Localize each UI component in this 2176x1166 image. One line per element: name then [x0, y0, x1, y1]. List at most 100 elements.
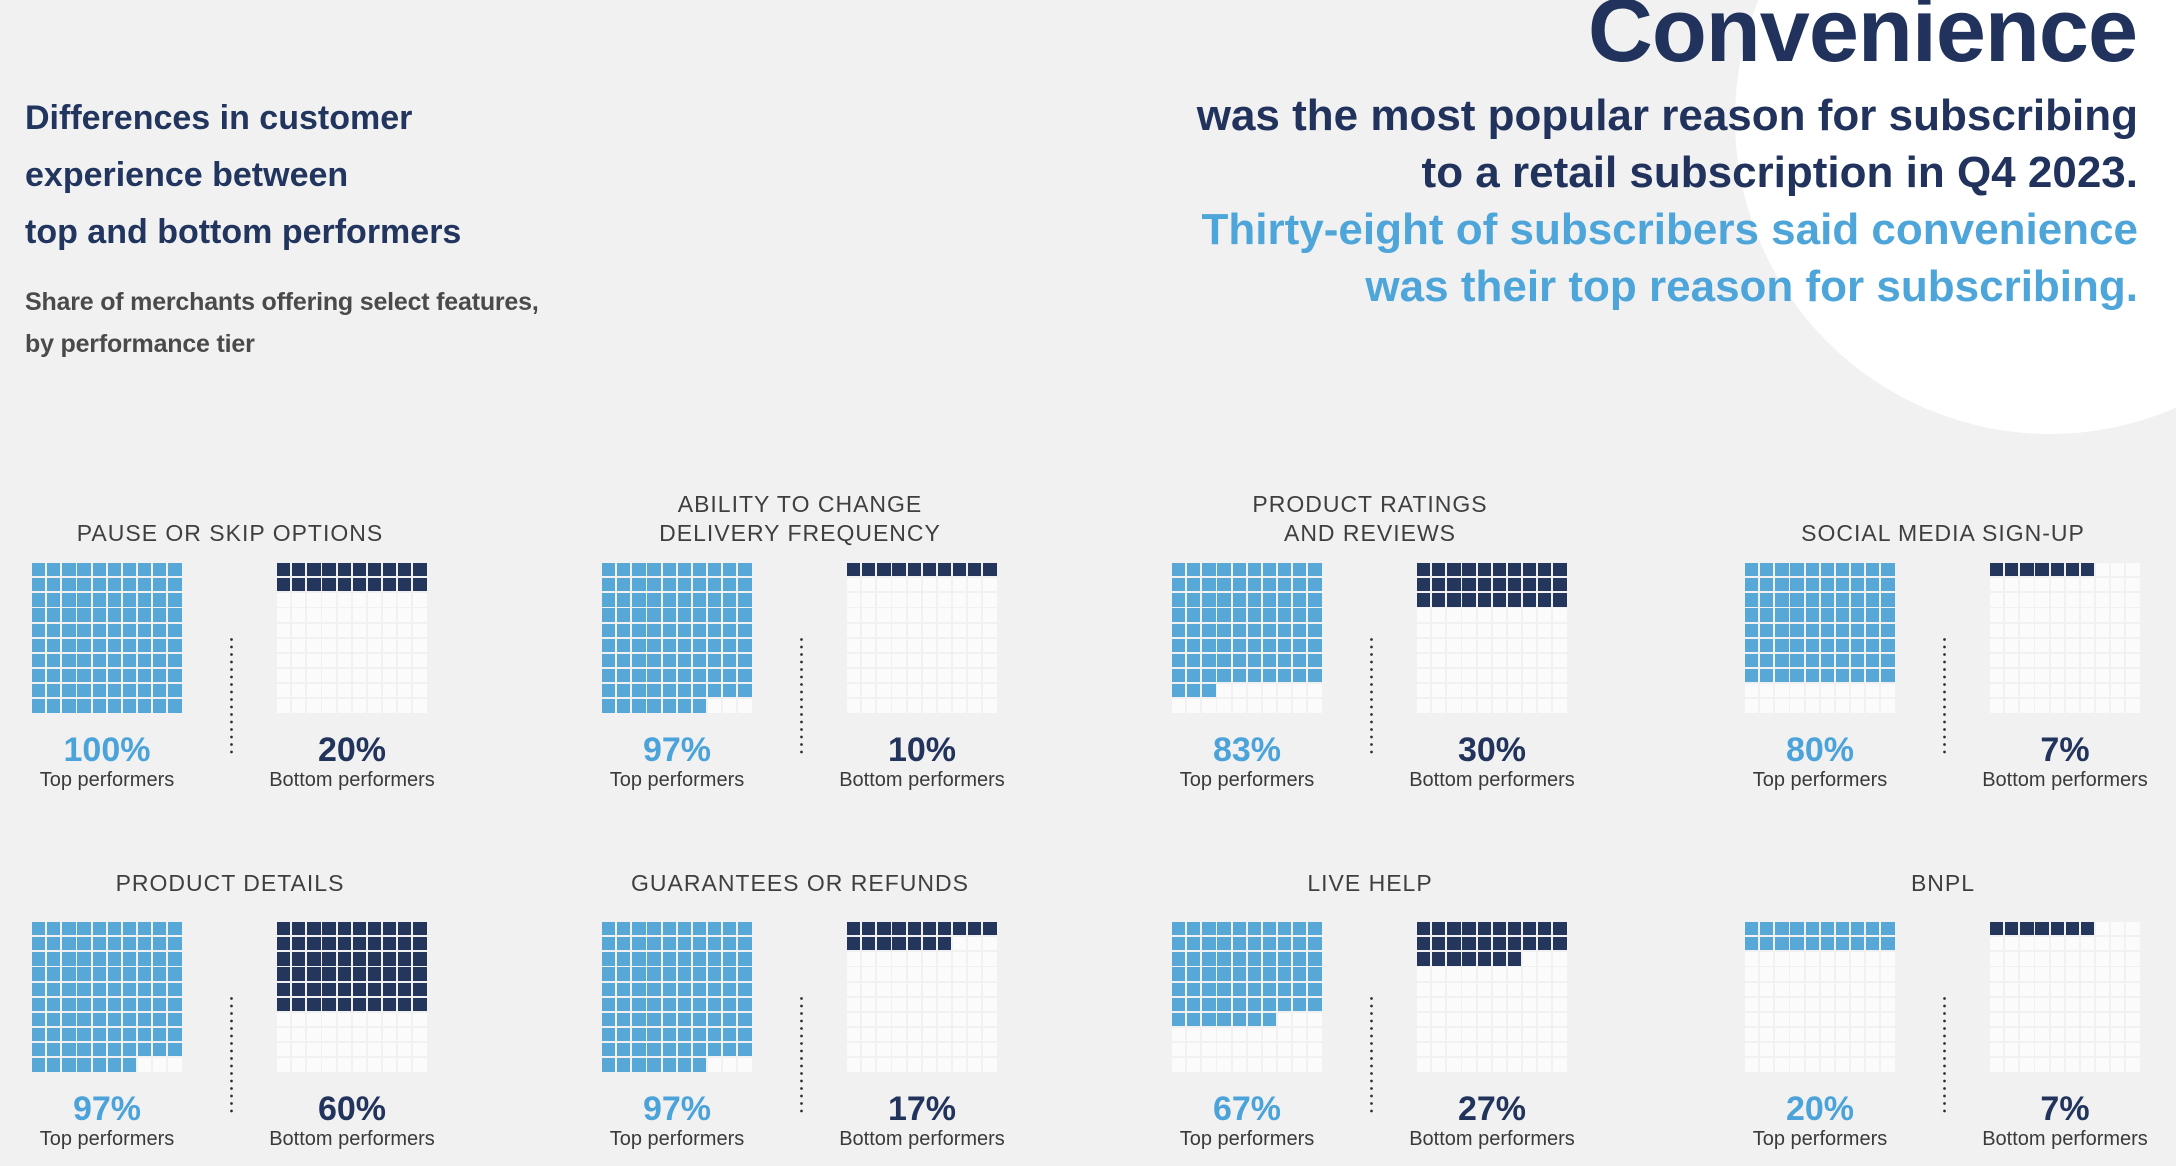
- waffle-cell: [738, 699, 752, 713]
- waffle-cell: [2005, 922, 2019, 936]
- chart-title-line: PAUSE OR SKIP OPTIONS: [76, 520, 384, 546]
- waffle-cell: [647, 684, 661, 698]
- waffle-cell: [367, 623, 382, 637]
- waffle-cell: [1447, 638, 1461, 652]
- waffle-cell: [122, 1012, 137, 1027]
- waffle-cell: [168, 653, 182, 668]
- page-subtitle: Share of merchants offering select featu…: [25, 281, 539, 365]
- waffle-cell: [1492, 982, 1506, 996]
- waffle-cell: [62, 1012, 76, 1027]
- waffle-cell: [337, 699, 351, 713]
- waffle-cell: [862, 982, 876, 996]
- waffle-cell: [2035, 653, 2049, 668]
- waffle-cell: [1775, 937, 1789, 951]
- waffle-cell: [153, 1012, 167, 1027]
- waffle-cell: [952, 653, 967, 668]
- waffle-cell: [1805, 578, 1819, 592]
- waffle-cell: [922, 578, 936, 592]
- waffle-cell: [1187, 699, 1201, 713]
- waffle-cell: [862, 1058, 876, 1072]
- waffle-cell: [1881, 563, 1895, 577]
- waffle-cell: [47, 952, 61, 966]
- waffle-cell: [107, 623, 121, 637]
- waffle-top-performers: [32, 922, 182, 1072]
- waffle-cell: [2095, 1043, 2110, 1057]
- waffle-top-performers: [1745, 563, 1895, 713]
- waffle-cell: [1417, 699, 1431, 713]
- waffle-cell: [892, 1012, 906, 1027]
- waffle-cell: [707, 937, 722, 951]
- waffle-cell: [1462, 668, 1476, 683]
- waffle-cell: [1477, 1027, 1491, 1042]
- waffle-cell: [1172, 668, 1186, 683]
- waffle-cell: [1881, 1058, 1895, 1072]
- waffle-cell: [1507, 1027, 1522, 1042]
- waffle-cell: [1492, 593, 1506, 607]
- waffle-cell: [1293, 982, 1307, 996]
- waffle-cell: [1462, 623, 1476, 637]
- waffle-cell: [367, 684, 382, 698]
- waffle-cell: [1850, 922, 1865, 936]
- waffle-cell: [922, 952, 936, 966]
- waffle-cell: [1232, 578, 1246, 592]
- waffle-cell: [2126, 922, 2140, 936]
- waffle-cell: [1805, 982, 1819, 996]
- waffle-cell: [322, 922, 336, 936]
- waffle-cell: [277, 997, 291, 1011]
- waffle-cell: [153, 952, 167, 966]
- waffle-cell: [602, 1058, 616, 1072]
- waffle-cell: [707, 1012, 722, 1027]
- waffle-cell: [1262, 1058, 1277, 1072]
- unit-bottom-performers-pause-or-skip-options: 20% Bottom performers: [269, 563, 435, 792]
- waffle-cell: [968, 638, 982, 652]
- waffle-cell: [137, 952, 152, 966]
- waffle-cell: [1850, 623, 1865, 637]
- waffle-cell: [2111, 937, 2125, 951]
- waffle-cell: [1232, 608, 1246, 622]
- waffle-cell: [692, 952, 707, 966]
- waffle-cell: [1432, 922, 1446, 936]
- waffle-cell: [1805, 1058, 1819, 1072]
- waffle-cell: [677, 997, 691, 1011]
- waffle-cell: [1492, 699, 1506, 713]
- waffle-cell: [352, 1058, 366, 1072]
- waffle-cell: [168, 668, 182, 683]
- waffle-cell: [677, 684, 691, 698]
- waffle-cell: [647, 593, 661, 607]
- waffle-cell: [1462, 653, 1476, 668]
- waffle-cell: [952, 699, 967, 713]
- waffle-cell: [2050, 668, 2064, 683]
- waffle-cell: [907, 997, 921, 1011]
- waffle-cell: [413, 1043, 427, 1057]
- waffle-cell: [1492, 623, 1506, 637]
- waffle-cell: [2111, 563, 2125, 577]
- waffle-cell: [738, 1027, 752, 1042]
- waffle-cell: [1477, 699, 1491, 713]
- waffle-cell: [1881, 937, 1895, 951]
- waffle-cell: [1507, 922, 1522, 936]
- waffle-cell: [322, 1012, 336, 1027]
- waffle-cell: [153, 684, 167, 698]
- waffle-cell: [2020, 1027, 2034, 1042]
- waffle-cell: [1447, 593, 1461, 607]
- waffle-cell: [137, 1043, 152, 1057]
- waffle-cell: [937, 638, 952, 652]
- waffle-cell: [1745, 1027, 1759, 1042]
- waffle-cell: [307, 608, 321, 622]
- waffle-cell: [2126, 684, 2140, 698]
- waffle-cell: [1866, 623, 1880, 637]
- waffle-cell: [122, 952, 137, 966]
- waffle-cell: [662, 684, 676, 698]
- waffle-cell: [413, 699, 427, 713]
- waffle-cell: [62, 997, 76, 1011]
- waffle-cell: [2050, 967, 2064, 981]
- waffle-cell: [322, 982, 336, 996]
- waffle-cell: [1202, 1043, 1216, 1057]
- waffle-cell: [168, 699, 182, 713]
- waffle-cell: [122, 699, 137, 713]
- dotted-divider: [230, 638, 233, 758]
- waffle-cell: [692, 1012, 707, 1027]
- waffle-cell: [122, 684, 137, 698]
- waffle-cell: [2050, 982, 2064, 996]
- waffle-cell: [1553, 1043, 1567, 1057]
